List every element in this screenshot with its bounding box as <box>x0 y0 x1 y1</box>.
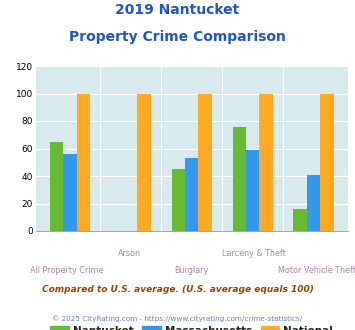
Bar <box>77 93 90 231</box>
Bar <box>137 93 151 231</box>
Bar <box>246 150 260 231</box>
Bar <box>63 154 77 231</box>
Bar <box>294 209 307 231</box>
Text: All Property Crime: All Property Crime <box>30 266 104 275</box>
Bar <box>260 93 273 231</box>
Text: Motor Vehicle Theft: Motor Vehicle Theft <box>278 266 355 275</box>
Bar <box>320 93 334 231</box>
Bar <box>171 169 185 231</box>
Bar <box>307 175 320 231</box>
Legend: Nantucket, Massachusetts, National: Nantucket, Massachusetts, National <box>46 322 338 330</box>
Text: Larceny & Theft: Larceny & Theft <box>222 249 286 258</box>
Bar <box>233 126 246 231</box>
Bar <box>185 158 198 231</box>
Text: Compared to U.S. average. (U.S. average equals 100): Compared to U.S. average. (U.S. average … <box>42 285 313 294</box>
Text: Burglary: Burglary <box>175 266 209 275</box>
Text: 2019 Nantucket: 2019 Nantucket <box>115 3 240 17</box>
Text: Arson: Arson <box>118 249 141 258</box>
Text: © 2025 CityRating.com - https://www.cityrating.com/crime-statistics/: © 2025 CityRating.com - https://www.city… <box>53 315 302 322</box>
Text: Property Crime Comparison: Property Crime Comparison <box>69 30 286 44</box>
Bar <box>50 142 63 231</box>
Bar <box>198 93 212 231</box>
